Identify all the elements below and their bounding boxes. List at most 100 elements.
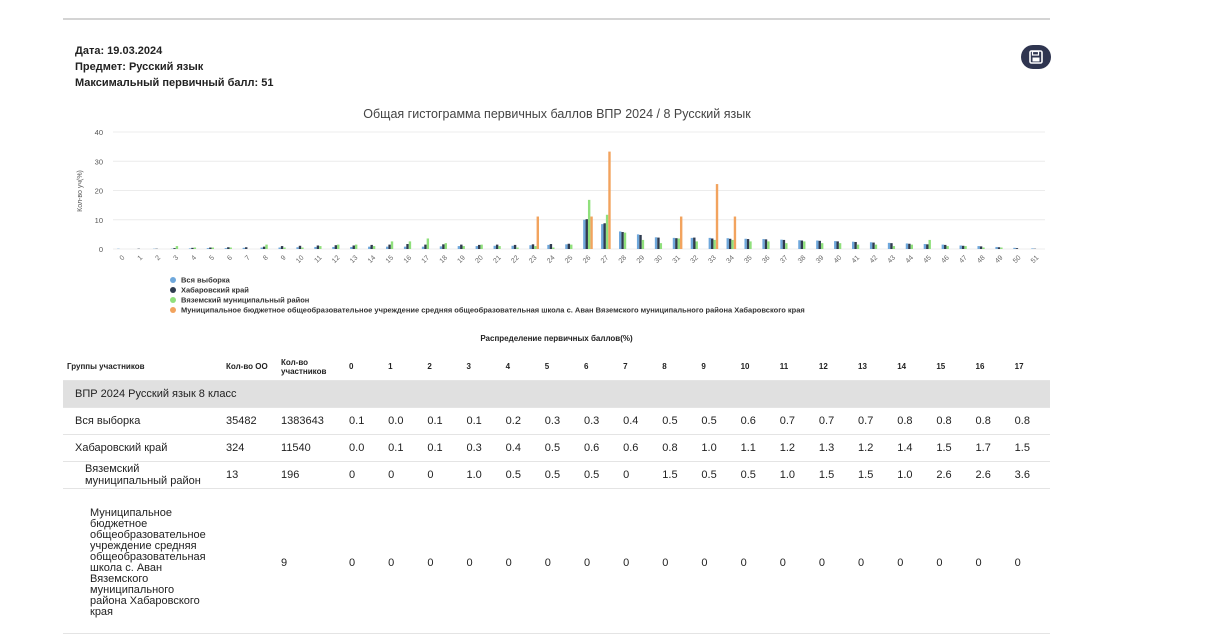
cell: 0 bbox=[815, 489, 854, 634]
bar bbox=[711, 238, 713, 249]
bar bbox=[283, 248, 285, 249]
bar bbox=[713, 240, 715, 249]
column-header: Кол-во участников bbox=[277, 353, 345, 381]
bar bbox=[1031, 248, 1033, 249]
bar bbox=[227, 247, 229, 249]
cell: 0.1 bbox=[423, 408, 462, 435]
cell: 0.5 bbox=[541, 462, 580, 489]
data-row: Муниципальное бюджетное общеобразователь… bbox=[63, 489, 1050, 634]
chart: Общая гистограмма первичных баллов ВПР 2… bbox=[0, 0, 1213, 332]
cell: 0.5 bbox=[580, 462, 619, 489]
column-header: 16 bbox=[972, 353, 1011, 381]
bar bbox=[225, 248, 227, 249]
cell: 0 bbox=[580, 489, 619, 634]
bar bbox=[839, 243, 841, 249]
cell: 0.8 bbox=[893, 408, 932, 435]
column-header: 15 bbox=[932, 353, 971, 381]
cell: 0 bbox=[1011, 489, 1050, 634]
bar bbox=[406, 244, 408, 249]
cell: 0.4 bbox=[502, 435, 541, 462]
y-tick-label: 0 bbox=[99, 245, 103, 254]
legend-swatch bbox=[170, 297, 176, 303]
cell: 3.6 bbox=[1011, 462, 1050, 489]
legend-swatch bbox=[170, 277, 176, 283]
cell: 0 bbox=[345, 462, 384, 489]
column-header: 7 bbox=[619, 353, 658, 381]
bar bbox=[245, 247, 247, 249]
bar bbox=[962, 246, 964, 249]
bar bbox=[476, 246, 478, 249]
bar bbox=[857, 245, 859, 249]
bar bbox=[852, 242, 854, 249]
bar bbox=[355, 245, 357, 249]
bar bbox=[780, 240, 782, 249]
bar bbox=[893, 246, 895, 249]
bar bbox=[480, 245, 482, 249]
bar bbox=[749, 241, 751, 249]
bar bbox=[442, 244, 444, 249]
bar bbox=[1016, 248, 1018, 249]
cell: 0 bbox=[619, 489, 658, 634]
cell: 0 bbox=[384, 489, 423, 634]
bar bbox=[265, 245, 267, 249]
cell: 0.1 bbox=[345, 408, 384, 435]
cell: 1.0 bbox=[462, 462, 501, 489]
column-header: 0 bbox=[345, 353, 384, 381]
bar bbox=[230, 248, 232, 249]
cell: 0.3 bbox=[580, 408, 619, 435]
cell: 1.3 bbox=[815, 435, 854, 462]
column-header: Группы участников bbox=[63, 353, 222, 381]
bar bbox=[767, 241, 769, 249]
bar bbox=[926, 244, 928, 249]
bar bbox=[332, 247, 334, 249]
cell: 0.6 bbox=[619, 435, 658, 462]
bar bbox=[929, 240, 931, 249]
bar bbox=[386, 247, 388, 249]
bar bbox=[946, 246, 948, 249]
bar bbox=[445, 243, 447, 249]
bar bbox=[281, 246, 283, 249]
bar bbox=[870, 242, 872, 249]
bar bbox=[709, 238, 711, 249]
cell: 1383643 bbox=[277, 408, 345, 435]
bar bbox=[906, 243, 908, 249]
cell: 1.5 bbox=[932, 435, 971, 462]
bar bbox=[657, 238, 659, 249]
cell: 0.5 bbox=[502, 462, 541, 489]
bar bbox=[586, 219, 588, 249]
cell: 0 bbox=[345, 489, 384, 634]
cell: 324 bbox=[222, 435, 277, 462]
bar bbox=[977, 246, 979, 249]
cell: 1.0 bbox=[893, 462, 932, 489]
bar bbox=[908, 244, 910, 249]
bar bbox=[747, 239, 749, 249]
bar bbox=[821, 243, 823, 249]
bar bbox=[621, 232, 623, 249]
bar bbox=[765, 239, 767, 249]
bar bbox=[734, 217, 736, 249]
bar bbox=[301, 248, 303, 249]
cell: 0.1 bbox=[462, 408, 501, 435]
cell: 1.0 bbox=[776, 462, 815, 489]
bar bbox=[388, 245, 390, 249]
bar bbox=[189, 248, 191, 249]
bar bbox=[642, 240, 644, 249]
bar bbox=[872, 243, 874, 249]
cell: 1.5 bbox=[1011, 435, 1050, 462]
cell: 0 bbox=[776, 489, 815, 634]
cell bbox=[222, 489, 277, 634]
bar bbox=[727, 238, 729, 249]
bar bbox=[729, 239, 731, 249]
bar bbox=[516, 248, 518, 249]
group-name: Хабаровский край bbox=[63, 435, 222, 462]
cell: 0.1 bbox=[423, 435, 462, 462]
bar bbox=[173, 248, 175, 249]
column-header: 12 bbox=[815, 353, 854, 381]
cell: 0.8 bbox=[932, 408, 971, 435]
bar bbox=[440, 246, 442, 249]
bar bbox=[243, 248, 245, 249]
group-name: Вяземский муниципальный район bbox=[63, 462, 222, 489]
bar bbox=[550, 244, 552, 249]
cell: 0 bbox=[423, 462, 462, 489]
bar bbox=[314, 247, 316, 249]
